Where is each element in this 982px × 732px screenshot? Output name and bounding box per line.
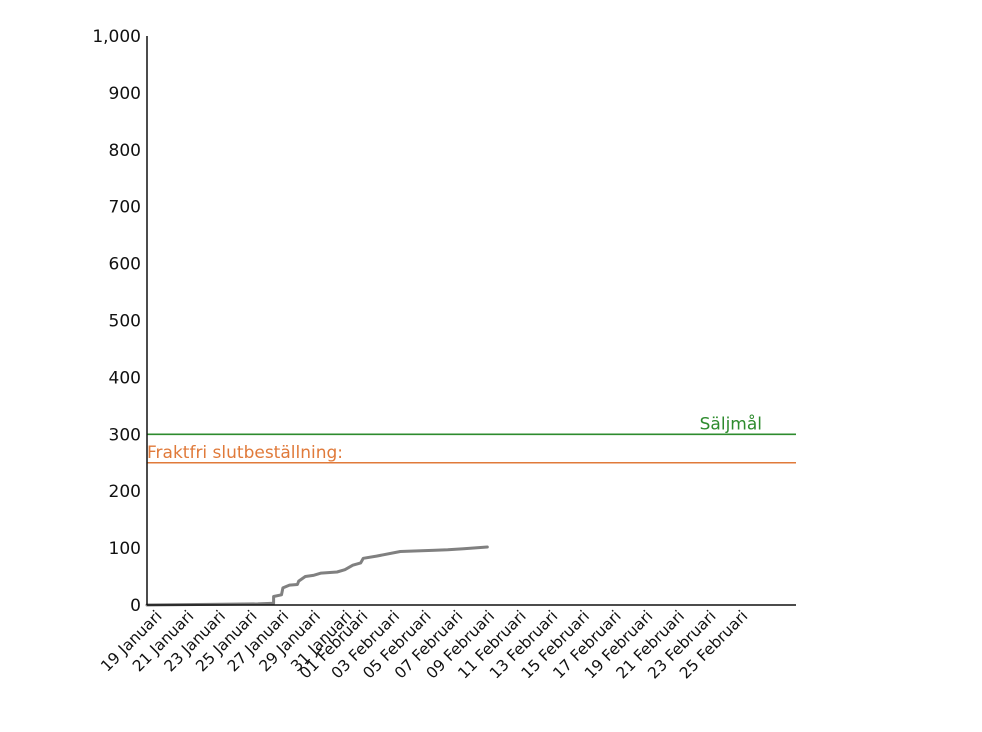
y-tick-label: 800 [109,141,141,161]
y-tick-label: 0 [130,596,141,616]
reference-lines: Säljmål Fraktfri slutbeställning: [147,413,796,464]
reference-line-label: Fraktfri slutbeställning: [147,443,343,463]
y-tick-label: 200 [109,482,141,502]
y-tick-label: 100 [109,539,141,559]
y-tick-label: 500 [109,312,141,332]
y-tick-label: 300 [109,425,141,445]
y-tick-label: 400 [109,368,141,388]
series-layer [145,545,489,607]
series-line [145,545,489,607]
reference-line-label: Säljmål [700,413,762,434]
y-axis-ticks: 0 100 200 300 400 500 600 700 800 900 1,000 [92,27,141,616]
y-tick-label: 600 [109,255,141,275]
y-tick-label: 700 [109,198,141,218]
y-tick-label: 900 [109,84,141,104]
y-tick-label: 1,000 [92,27,141,47]
